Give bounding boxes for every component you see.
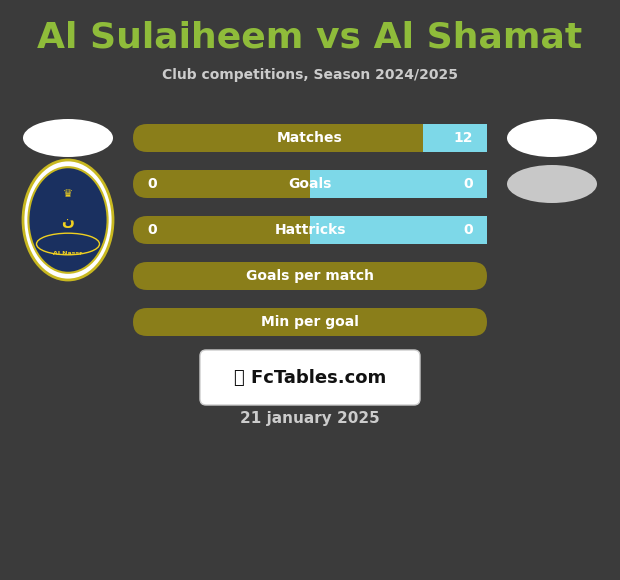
Text: ♛: ♛: [63, 188, 73, 198]
Text: 21 january 2025: 21 january 2025: [240, 411, 380, 426]
Text: Matches: Matches: [277, 131, 343, 145]
Text: Hattricks: Hattricks: [274, 223, 346, 237]
Ellipse shape: [29, 167, 108, 273]
Text: Min per goal: Min per goal: [261, 315, 359, 329]
Text: Goals: Goals: [288, 177, 332, 191]
FancyBboxPatch shape: [133, 262, 487, 290]
Ellipse shape: [507, 119, 597, 157]
Bar: [310, 170, 487, 198]
Text: Al Nassr: Al Nassr: [53, 251, 82, 256]
FancyBboxPatch shape: [459, 124, 487, 152]
Text: Club competitions, Season 2024/2025: Club competitions, Season 2024/2025: [162, 68, 458, 82]
FancyBboxPatch shape: [133, 216, 487, 244]
Bar: [310, 216, 487, 244]
FancyBboxPatch shape: [459, 216, 487, 244]
Text: 0: 0: [463, 223, 473, 237]
Text: 12: 12: [453, 131, 473, 145]
FancyBboxPatch shape: [133, 308, 487, 336]
FancyBboxPatch shape: [133, 124, 487, 152]
Text: 0: 0: [463, 177, 473, 191]
Ellipse shape: [507, 165, 597, 203]
Ellipse shape: [23, 119, 113, 157]
Text: 📊 FcTables.com: 📊 FcTables.com: [234, 368, 386, 386]
Text: 0: 0: [147, 223, 157, 237]
FancyBboxPatch shape: [459, 170, 487, 198]
Text: Goals per match: Goals per match: [246, 269, 374, 283]
FancyBboxPatch shape: [133, 170, 487, 198]
FancyBboxPatch shape: [200, 350, 420, 405]
Text: Al Sulaiheem vs Al Shamat: Al Sulaiheem vs Al Shamat: [37, 21, 583, 55]
Ellipse shape: [23, 160, 113, 280]
Bar: [423, 124, 487, 152]
Text: ن: ن: [61, 215, 74, 230]
Text: 0: 0: [147, 177, 157, 191]
